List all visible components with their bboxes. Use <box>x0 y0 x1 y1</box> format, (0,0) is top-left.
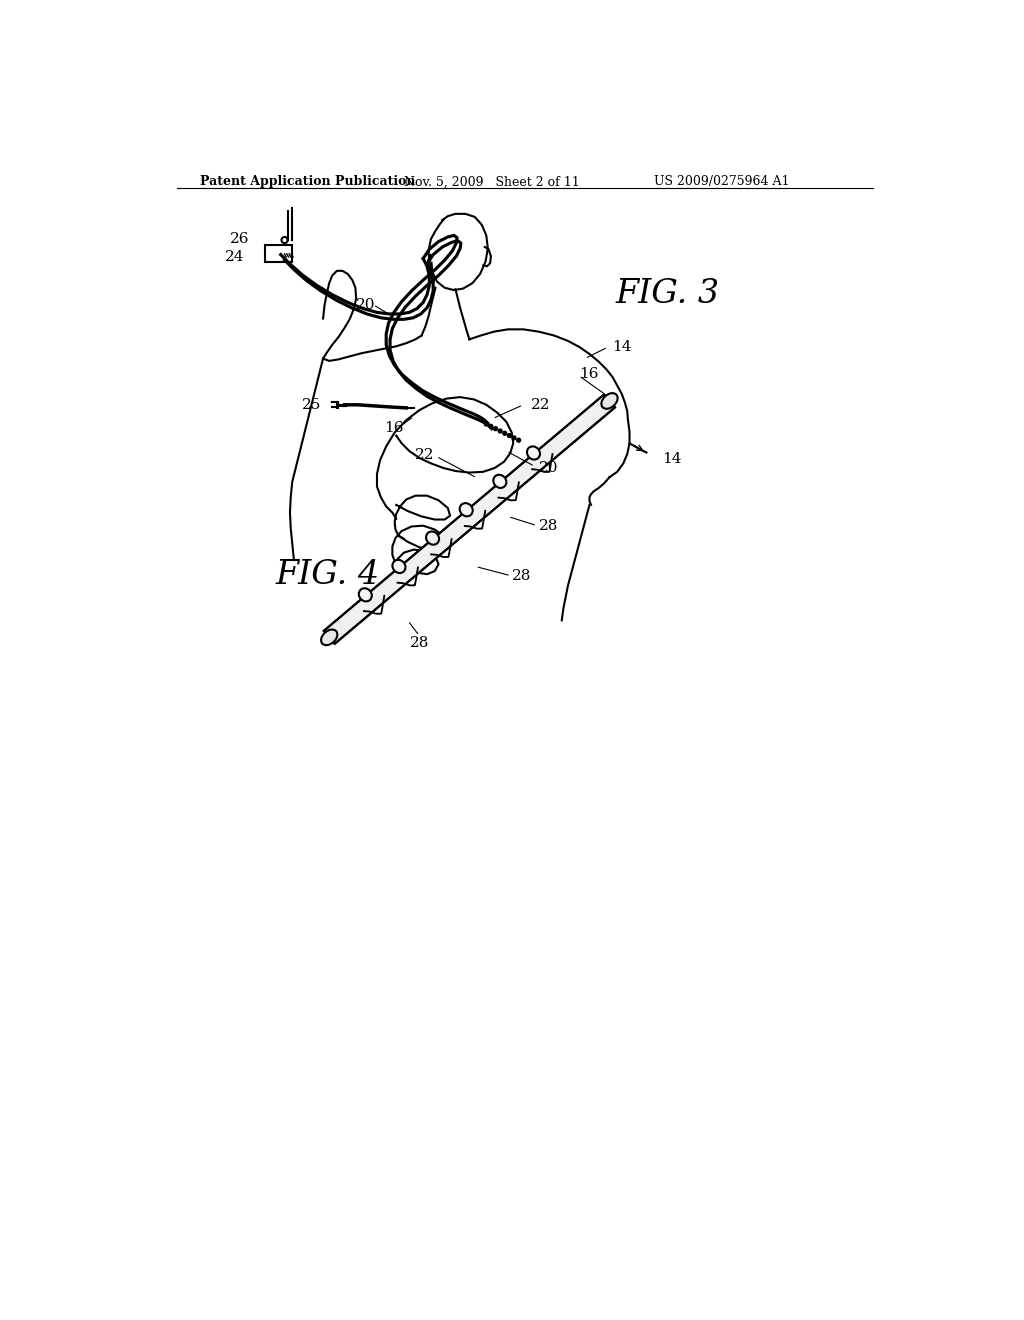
Circle shape <box>489 425 493 428</box>
Text: 16: 16 <box>384 421 403 434</box>
Circle shape <box>494 426 498 430</box>
Text: 26: 26 <box>230 232 250 247</box>
Circle shape <box>512 436 516 440</box>
Text: FIG. 3: FIG. 3 <box>615 277 720 310</box>
Text: 20: 20 <box>539 461 558 475</box>
Text: 28: 28 <box>512 569 531 582</box>
Circle shape <box>503 432 507 436</box>
Text: 28: 28 <box>410 636 429 649</box>
Polygon shape <box>324 395 615 644</box>
Text: Patent Application Publication: Patent Application Publication <box>200 176 416 189</box>
Ellipse shape <box>601 393 617 409</box>
Text: 20: 20 <box>356 298 376 312</box>
Text: Nov. 5, 2009   Sheet 2 of 11: Nov. 5, 2009 Sheet 2 of 11 <box>403 176 580 189</box>
Text: FIG. 4: FIG. 4 <box>275 558 380 591</box>
Text: 22: 22 <box>415 447 435 462</box>
Text: 25: 25 <box>302 397 322 412</box>
Text: 14: 14 <box>662 451 681 466</box>
Text: 22: 22 <box>531 397 551 412</box>
Ellipse shape <box>358 589 372 602</box>
Circle shape <box>499 429 502 433</box>
Ellipse shape <box>494 475 506 488</box>
Circle shape <box>484 422 488 426</box>
Ellipse shape <box>460 503 473 516</box>
Text: 24: 24 <box>225 249 245 264</box>
Circle shape <box>508 434 511 437</box>
Circle shape <box>517 438 520 442</box>
Ellipse shape <box>392 560 406 573</box>
Text: US 2009/0275964 A1: US 2009/0275964 A1 <box>654 176 790 189</box>
Ellipse shape <box>426 532 439 545</box>
Text: 14: 14 <box>611 341 632 354</box>
Ellipse shape <box>527 446 540 459</box>
Ellipse shape <box>322 630 337 645</box>
Text: 28: 28 <box>539 519 558 533</box>
Text: 16: 16 <box>579 367 598 381</box>
